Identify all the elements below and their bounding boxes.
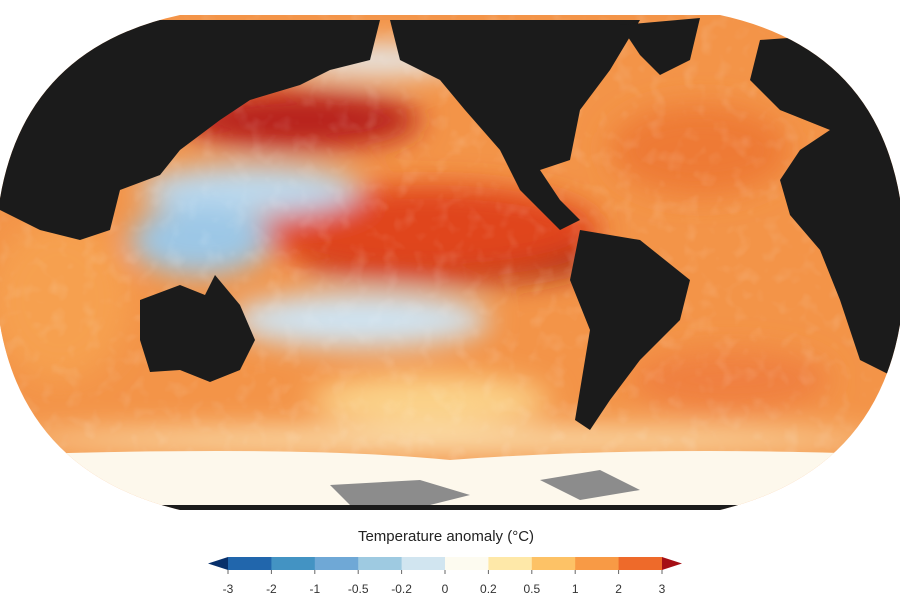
legend-title: Temperature anomaly (°C) xyxy=(358,528,534,545)
world-map xyxy=(0,15,900,510)
tick-label: 0.5 xyxy=(523,582,540,596)
colorbar-arrow xyxy=(662,557,682,570)
sea-ice xyxy=(0,451,900,510)
colorbar-segment xyxy=(358,557,403,570)
colorbar-segment xyxy=(488,557,533,570)
tick-label: 1 xyxy=(572,582,579,596)
colorbar-arrow xyxy=(208,557,228,570)
colorbar-segment xyxy=(271,557,316,570)
legend: Temperature anomaly (°C) -3 -2 -1 -0.5 -0.2 0… xyxy=(208,528,682,596)
colorbar-segment xyxy=(401,557,446,570)
tick-label: -1 xyxy=(309,582,320,596)
tick-label: 3 xyxy=(659,582,666,596)
tick-label: -2 xyxy=(266,582,277,596)
tick-label: 0.2 xyxy=(480,582,497,596)
land xyxy=(0,18,900,430)
south-america xyxy=(570,230,690,430)
antarctica-land xyxy=(0,505,900,510)
colorbar-segment xyxy=(445,557,489,570)
colorbar-segment xyxy=(531,557,576,570)
colorbar-segment xyxy=(618,557,663,570)
tick-label: -3 xyxy=(223,582,234,596)
tick-label: 0 xyxy=(442,582,449,596)
tick-label: 2 xyxy=(615,582,622,596)
colorbar-segment xyxy=(314,557,359,570)
north-america xyxy=(390,20,640,230)
tick-label: -0.2 xyxy=(391,582,412,596)
tick-label: -0.5 xyxy=(348,582,369,596)
asia xyxy=(0,20,380,240)
antarctica xyxy=(330,470,640,505)
australia xyxy=(140,275,255,382)
africa-eurasia xyxy=(750,30,900,380)
greenland xyxy=(620,18,700,75)
map-body xyxy=(0,15,900,510)
colorbar-segment xyxy=(575,557,620,570)
colorbar-segment xyxy=(228,557,272,570)
